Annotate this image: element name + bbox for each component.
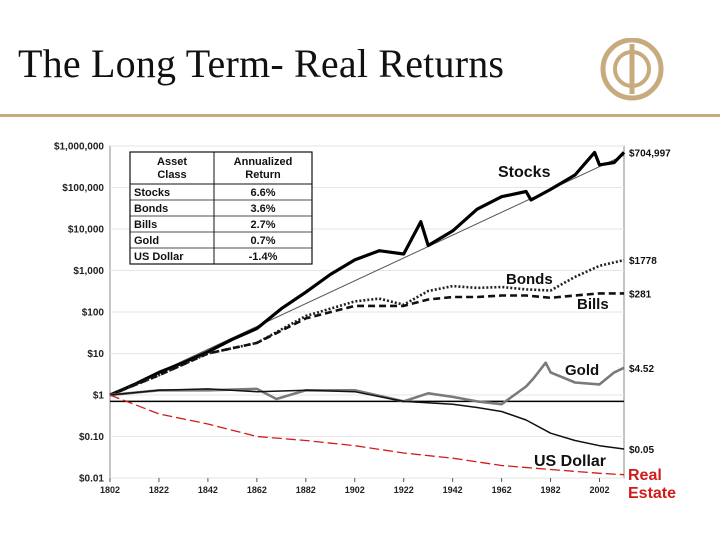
series-line-stocks: [109, 150, 626, 397]
table-cell-return: 6.6%: [250, 187, 275, 199]
table-header: Annualized Return: [234, 156, 293, 181]
y-tick-label: $10,000: [68, 225, 105, 236]
y-axis: $1,000,000 $100,000 $10,000 $1,000 $100 $10 $1…: [54, 142, 104, 485]
table-header: Asset Class: [157, 156, 187, 181]
y-tick-label: $100,000: [62, 183, 104, 194]
series-line-gold: [109, 361, 625, 406]
x-tick-label: 1862: [247, 485, 267, 495]
table-cell-return: -1.4%: [249, 251, 278, 263]
table-cell-asset: Bonds: [134, 203, 168, 215]
y-tick-label: $1: [93, 391, 105, 402]
series-label-gold: Gold: [565, 362, 599, 379]
table-cell-asset: Gold: [134, 235, 159, 247]
series-label-bills: Bills: [577, 296, 609, 313]
x-tick-label: 1902: [345, 485, 365, 495]
x-tick-label: 1842: [198, 485, 218, 495]
table-frame: [129, 151, 313, 265]
logo-outer-ring: [600, 38, 664, 101]
x-tick-label: 2002: [590, 485, 610, 495]
table-cell-asset: Bills: [134, 219, 157, 231]
y-tick-label: $1,000: [73, 266, 104, 277]
series-label-stocks: Stocks: [498, 164, 551, 181]
x-tick-label: 1942: [443, 485, 463, 495]
y-tick-label: $10: [87, 349, 104, 360]
series-label-bonds: Bonds: [506, 271, 553, 288]
series-line-real-estate: [109, 394, 625, 476]
logo-center-bar: [629, 44, 635, 94]
end-label-us-dollar: $0.05: [629, 445, 654, 456]
series-label-real-estate: Real Estate: [628, 467, 676, 502]
series-line-bonds: [109, 258, 625, 397]
x-tick-label: 1882: [296, 485, 316, 495]
y-tick-label: $0.10: [79, 432, 104, 443]
grid-lines: [110, 145, 624, 479]
y-tick-label: $1,000,000: [54, 142, 104, 153]
y-tick-label: $0.01: [79, 474, 104, 485]
series-label-us-dollar: US Dollar: [534, 453, 606, 470]
table-cell-return: 3.6%: [250, 203, 275, 215]
returns-chart-svg: $1,000,000 $100,000 $10,000 $1,000 $100 $10 $1…: [54, 142, 676, 503]
title-divider: [0, 114, 720, 117]
series-line-us-dollar: [109, 388, 625, 450]
x-axis: 1802 1822 1842 1862 1882 1902 1922 1942 1962 1982…: [100, 478, 610, 495]
x-tick-label: 1982: [541, 485, 561, 495]
end-label-stocks: $704,997: [629, 148, 671, 159]
returns-table: Asset Class Annualized Return Stocks 6.6% Bond…: [129, 151, 313, 265]
firm-logo: [600, 38, 664, 101]
table-cell-return: 0.7%: [250, 235, 275, 247]
end-label-bonds: $1778: [629, 256, 657, 267]
end-label-gold: $4.52: [629, 364, 654, 375]
end-labels: $704,997 $1778 $281 $4.52 $0.05: [629, 148, 671, 456]
table-cell-asset: Stocks: [134, 187, 170, 199]
table-cell-return: 2.7%: [250, 219, 275, 231]
series-labels: Stocks Bonds Bills Gold US Dollar Real Estate: [498, 164, 676, 502]
y-tick-label: $100: [82, 308, 105, 319]
x-tick-label: 1822: [149, 485, 169, 495]
x-tick-label: 1962: [492, 485, 512, 495]
series-lines: [109, 150, 626, 476]
returns-chart: $1,000,000 $100,000 $10,000 $1,000 $100 $10 $1…: [28, 130, 693, 530]
slide-title: The Long Term- Real Returns: [18, 41, 505, 86]
end-label-bills: $281: [629, 289, 652, 300]
x-tick-label: 1802: [100, 485, 120, 495]
x-tick-label: 1922: [394, 485, 414, 495]
table-cell-asset: US Dollar: [134, 251, 184, 263]
